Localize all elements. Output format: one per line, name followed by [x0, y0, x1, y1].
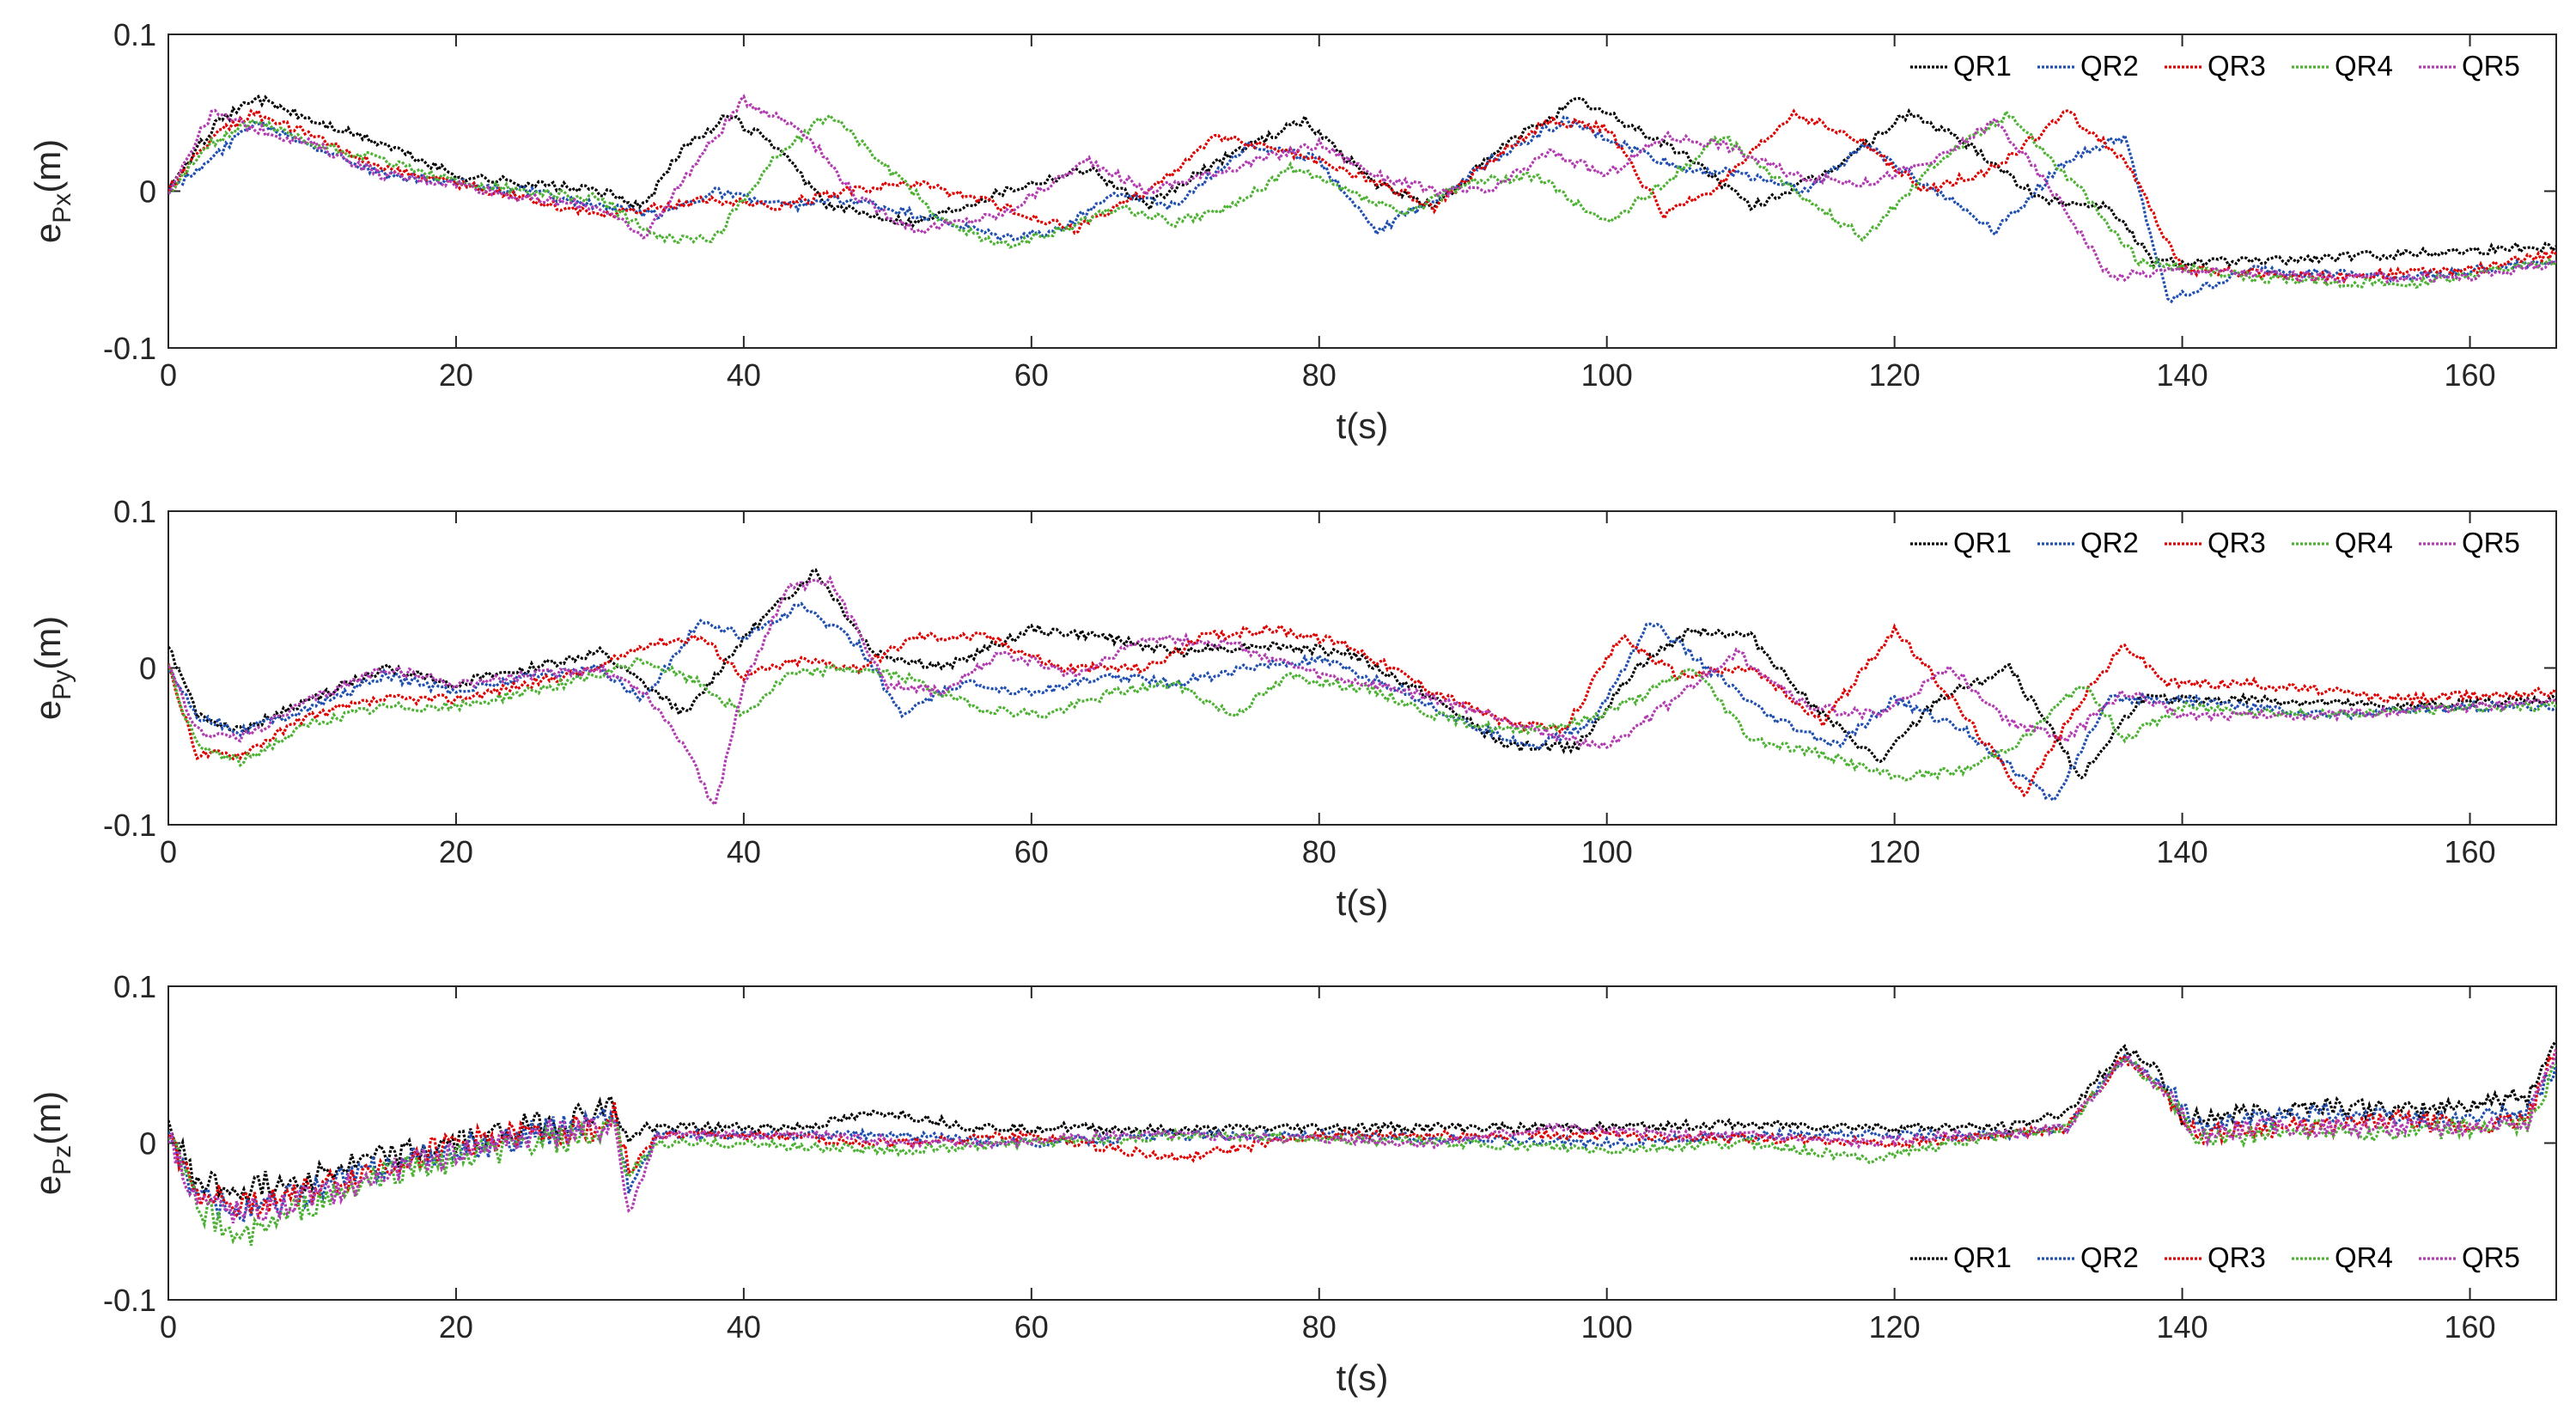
y-axis-label: ePx(m)	[27, 139, 76, 243]
legend-label-qr2: QR2	[2080, 1241, 2139, 1273]
x-tick-label: 40	[727, 834, 761, 869]
y-axis-label: ePz(m)	[27, 1091, 76, 1195]
chart-panel-x: 0 20 40 60 80 100 120 140 160-0.100.1t(s)ePx(m)Q…	[27, 17, 2557, 446]
series-line-qr5	[168, 575, 2556, 808]
chart-panel-z: 0 20 40 60 80 100 120 140 160-0.100.1t(s)ePz(m)Q…	[27, 969, 2557, 1398]
chart-panel-y: 0 20 40 60 80 100 120 140 160-0.100.1t(s)ePy(m)Q…	[27, 494, 2557, 923]
legend-label-qr3: QR3	[2208, 50, 2266, 82]
legend-label-qr5: QR5	[2462, 50, 2520, 82]
x-tick-label: 140	[2157, 357, 2208, 393]
x-tick-label: 160	[2444, 834, 2495, 869]
series-line-qr4	[168, 1058, 2556, 1247]
y-tick-label: 0.1	[113, 17, 156, 52]
legend: QR1 QR2 QR3 QR4 QR5	[1910, 527, 2520, 558]
y-tick-label: 0.1	[113, 494, 156, 529]
x-tick-label: 140	[2157, 834, 2208, 869]
x-tick-label: 100	[1581, 357, 1633, 393]
legend-label-qr5: QR5	[2462, 1241, 2520, 1273]
x-tick-label: 0	[160, 1309, 177, 1345]
x-tick-label: 120	[1869, 834, 1921, 869]
legend-label-qr2: QR2	[2080, 50, 2139, 82]
legend-label-qr4: QR4	[2335, 50, 2393, 82]
series-group	[168, 1040, 2556, 1247]
x-tick-label: 40	[727, 1309, 761, 1345]
y-axis-label-base: e	[27, 700, 68, 720]
y-tick-label: 0	[139, 1126, 156, 1162]
legend-label-qr3: QR3	[2208, 1241, 2266, 1273]
series-line-qr2	[168, 115, 2556, 304]
x-tick-label: 60	[1014, 1309, 1049, 1345]
x-tick-label: 100	[1581, 834, 1633, 869]
y-axis-label-suffix: (m)	[27, 1091, 68, 1145]
series-group	[168, 568, 2556, 808]
x-tick-label: 100	[1581, 1309, 1633, 1345]
y-axis-label-suffix: (m)	[27, 616, 68, 670]
x-tick-label: 20	[439, 1309, 473, 1345]
x-tick-label: 80	[1302, 834, 1337, 869]
plot-area	[167, 34, 2557, 349]
plot-area	[167, 510, 2557, 826]
legend: QR1 QR2 QR3 QR4 QR5	[1910, 50, 2520, 82]
y-tick-label: 0.1	[113, 969, 156, 1004]
series-line-qr5	[168, 1048, 2556, 1224]
y-tick-label: -0.1	[103, 331, 156, 366]
legend-label-qr5: QR5	[2462, 527, 2520, 558]
x-tick-label: 140	[2157, 1309, 2208, 1345]
y-axis-label-sub: Pz	[48, 1145, 76, 1175]
x-axis-label: t(s)	[1337, 882, 1389, 923]
x-tick-label: 0	[160, 834, 177, 869]
x-tick-label: 160	[2444, 357, 2495, 393]
x-tick-label: 160	[2444, 1309, 2495, 1345]
x-tick-label: 80	[1302, 357, 1337, 393]
series-group	[168, 94, 2556, 304]
y-tick-label: -0.1	[103, 808, 156, 843]
x-axis-label: t(s)	[1337, 1357, 1389, 1398]
x-tick-label: 40	[727, 357, 761, 393]
x-tick-label: 60	[1014, 834, 1049, 869]
x-tick-label: 0	[160, 357, 177, 393]
legend-label-qr1: QR1	[1953, 50, 2012, 82]
legend-label-qr2: QR2	[2080, 527, 2139, 558]
legend-label-qr4: QR4	[2335, 527, 2393, 558]
legend-label-qr4: QR4	[2335, 1241, 2393, 1273]
legend: QR1 QR2 QR3 QR4 QR5	[1910, 1241, 2520, 1273]
series-line-qr3	[168, 107, 2556, 286]
series-line-qr4	[168, 108, 2556, 290]
y-axis-label-sub: Py	[48, 670, 76, 700]
y-axis-label-suffix: (m)	[27, 139, 68, 193]
x-tick-label: 60	[1014, 357, 1049, 393]
x-tick-label: 20	[439, 357, 473, 393]
y-axis-label-base: e	[27, 223, 68, 243]
legend-label-qr3: QR3	[2208, 527, 2266, 558]
x-axis-label: t(s)	[1337, 406, 1389, 446]
y-tick-label: -0.1	[103, 1283, 156, 1318]
y-tick-label: 0	[139, 174, 156, 210]
series-line-qr1	[168, 1040, 2556, 1207]
series-line-qr3	[168, 623, 2556, 798]
legend-label-qr1: QR1	[1953, 1241, 2012, 1273]
x-tick-label: 80	[1302, 1309, 1337, 1345]
y-tick-label: 0	[139, 651, 156, 686]
x-tick-label: 120	[1869, 1309, 1921, 1345]
x-tick-label: 120	[1869, 357, 1921, 393]
y-axis-label: ePy(m)	[27, 616, 76, 720]
series-line-qr1	[168, 568, 2556, 780]
series-line-qr2	[168, 601, 2556, 802]
y-axis-label-sub: Px	[48, 193, 76, 223]
x-tick-label: 20	[439, 834, 473, 869]
series-line-qr5	[168, 94, 2556, 284]
legend-label-qr1: QR1	[1953, 527, 2012, 558]
y-axis-label-base: e	[27, 1175, 68, 1195]
